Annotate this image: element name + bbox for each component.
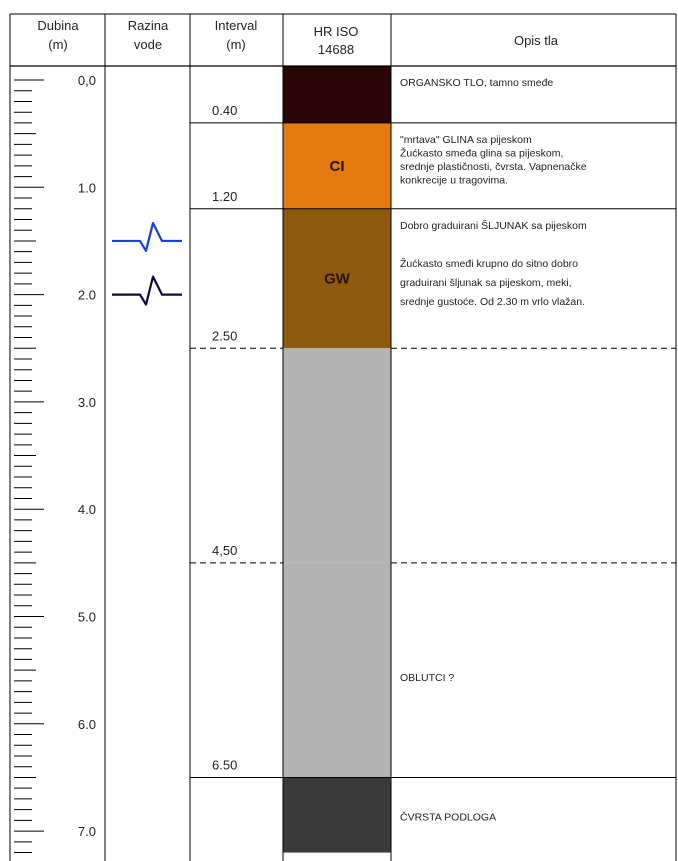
header-interval-line1: Interval <box>215 18 258 33</box>
soil-code-label: CI <box>330 158 345 175</box>
depth-label: 4.0 <box>78 502 96 517</box>
soil-description-line: Žućkasto smeđi krupno do sitno dobro <box>400 257 578 270</box>
depth-label: 1.0 <box>78 180 96 195</box>
header-water-line1: Razina <box>128 18 169 33</box>
soil-description-line: srednje plastičnosti, čvrsta. Vapnenačke <box>400 161 587 173</box>
depth-label: 3.0 <box>78 395 96 410</box>
soil-description-line: graduirani šljunak sa pijeskom, meki, <box>400 277 572 289</box>
depth-label: 5.0 <box>78 610 96 625</box>
soil-description-line: Dobro graduirani ŠLJUNAK sa pijeskom <box>400 219 587 232</box>
soil-description-line: OBLUTCI ? <box>400 672 454 684</box>
soil-description-line: konkrecije u tragovima. <box>400 174 508 186</box>
interval-label: 0.40 <box>212 103 237 118</box>
groundwater-level-symbol <box>112 221 182 253</box>
soil-layer-fill <box>283 348 391 563</box>
soil-description-line: Žućkasto smeđa glina sa pijeskom, <box>400 146 563 159</box>
header-interval-line2: (m) <box>226 37 246 52</box>
soil-layer-fill <box>283 562 391 778</box>
soil-layer-fill <box>283 66 391 123</box>
interval-label: 2.50 <box>212 328 237 343</box>
interval-label: 6.50 <box>212 757 237 772</box>
depth-label: 0,0 <box>78 73 96 88</box>
soil-description-line: srednje gustoće. Od 2.30 m vrlo vlažan. <box>400 296 585 308</box>
interval-label: 1.20 <box>212 189 237 204</box>
soil-description-line: "mrtava" GLINA sa pijeskom <box>400 134 532 146</box>
depth-label: 7.0 <box>78 824 96 839</box>
header-depth-line1: Dubina <box>37 18 79 33</box>
header-water-line2: vode <box>134 37 162 52</box>
depth-label: 2.0 <box>78 288 96 303</box>
soil-description-line: ČVRSTA PODLOGA <box>400 810 496 823</box>
soil-layer-fill <box>283 208 391 349</box>
header-description: Opis tla <box>514 33 559 48</box>
depth-label: 6.0 <box>78 717 96 732</box>
soil-layer-fill <box>283 777 391 853</box>
header-iso-line1: HR ISO <box>314 24 359 39</box>
header-iso-line2: 14688 <box>318 42 354 57</box>
header-depth-line2: (m) <box>48 37 68 52</box>
soil-layer-fill <box>283 122 391 209</box>
soil-description-line: ORGANSKO TLO, tamno smeđe <box>400 77 553 89</box>
groundwater-level-symbol <box>112 275 182 306</box>
soil-code-label: GW <box>324 271 351 288</box>
interval-label: 4,50 <box>212 543 237 558</box>
